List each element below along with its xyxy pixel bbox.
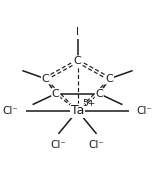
Text: C: C bbox=[106, 74, 113, 84]
Text: Cl⁻: Cl⁻ bbox=[51, 140, 66, 150]
Text: C: C bbox=[52, 89, 60, 99]
Text: I: I bbox=[76, 27, 79, 37]
Text: Cl⁻: Cl⁻ bbox=[89, 140, 104, 150]
Text: Cl⁻: Cl⁻ bbox=[137, 106, 153, 116]
Text: 5+: 5+ bbox=[82, 99, 96, 108]
Text: Ta: Ta bbox=[71, 104, 84, 117]
Text: C: C bbox=[95, 89, 103, 99]
Text: C: C bbox=[74, 56, 81, 66]
Text: C: C bbox=[42, 74, 49, 84]
Text: Cl⁻: Cl⁻ bbox=[2, 106, 18, 116]
